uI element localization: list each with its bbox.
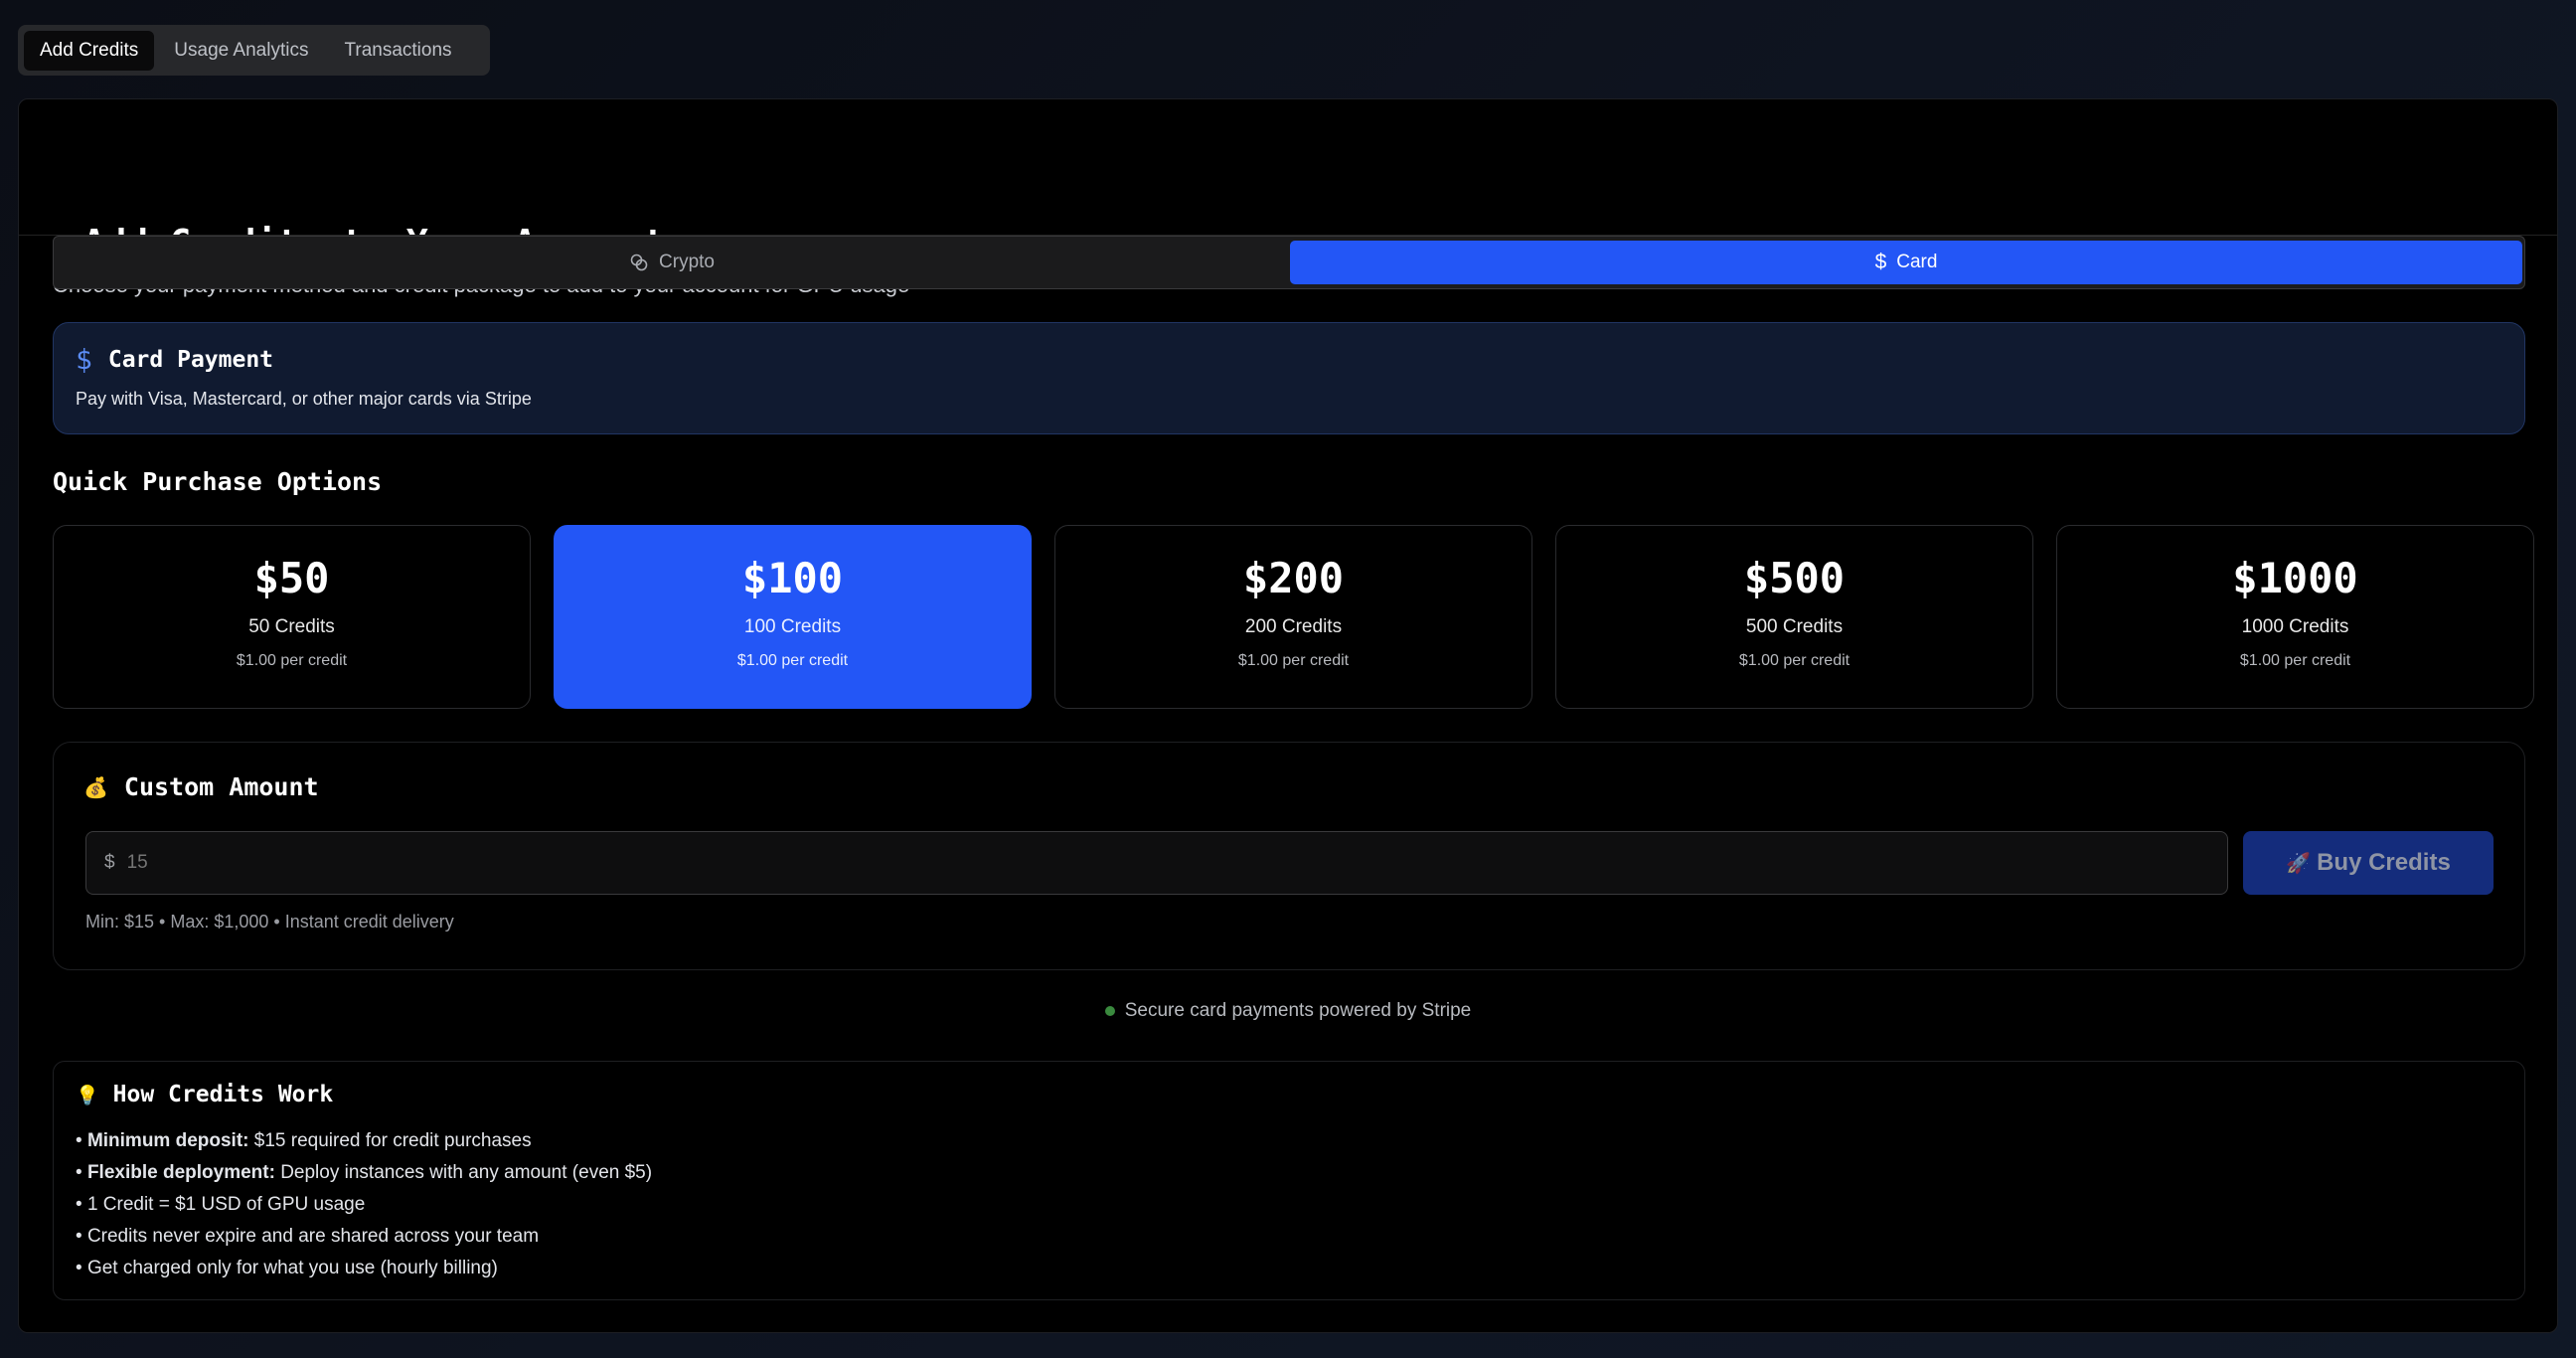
lightbulb-icon: 💡 — [76, 1084, 99, 1106]
custom-amount-field[interactable]: $ — [85, 831, 2228, 895]
divider — [19, 235, 2557, 236]
status-dot-icon — [1104, 1006, 1115, 1016]
currency-prefix: $ — [104, 852, 115, 873]
money-bag-icon: 💰 — [83, 774, 108, 799]
secure-text: Secure card payments powered by Stripe — [1124, 1000, 1472, 1021]
list-item: • 1 Credit = $1 USD of GPU usage — [76, 1194, 366, 1215]
package-credits: 50 Credits — [248, 616, 335, 637]
package-rate: $1.00 per credit — [236, 652, 348, 669]
package-credits: 100 Credits — [743, 616, 842, 637]
custom-amount-note: Min: $15 • Max: $1,000 • Instant credit … — [85, 912, 454, 932]
list-item-text: Get charged only for what you use (hourl… — [86, 1258, 498, 1278]
package-1000[interactable]: $1000 1000 Credits $1.00 per credit — [2056, 525, 2534, 709]
list-item-text: Credits never expire and are shared acro… — [86, 1226, 540, 1247]
package-rate: $1.00 per credit — [1738, 652, 1851, 669]
package-200[interactable]: $200 200 Credits $1.00 per credit — [1054, 525, 1532, 709]
dollar-icon: $ — [1874, 251, 1887, 273]
package-rate: $1.00 per credit — [736, 652, 849, 669]
tab-usage-analytics[interactable]: Usage Analytics — [174, 39, 309, 61]
list-item-bold: Minimum deposit: — [86, 1130, 249, 1151]
list-item-text: Deploy instances with any amount (even $… — [274, 1162, 653, 1183]
how-title: How Credits Work — [112, 1082, 334, 1107]
custom-amount-title: Custom Amount — [123, 772, 319, 801]
package-500[interactable]: $500 500 Credits $1.00 per credit — [1555, 525, 2033, 709]
card-option[interactable]: $ Card — [1290, 241, 2522, 284]
list-item-text: $15 required for credit purchases — [248, 1130, 532, 1151]
crypto-label: Crypto — [659, 252, 715, 272]
package-rate: $1.00 per credit — [1237, 652, 1350, 669]
list-item: • Credits never expire and are shared ac… — [76, 1226, 540, 1247]
custom-amount-input[interactable] — [126, 852, 724, 874]
tab-bar: Add Credits Usage Analytics Transactions — [18, 25, 490, 76]
list-item-text: 1 Credit = $1 USD of GPU usage — [86, 1194, 366, 1215]
custom-amount-section: 💰 Custom Amount $ 🚀Buy Credits Min: $15 •… — [53, 742, 2525, 970]
rocket-icon: 🚀 — [2286, 852, 2312, 875]
dollar-icon: $ — [76, 343, 92, 376]
package-amount: $200 — [1242, 554, 1345, 602]
package-50[interactable]: $50 50 Credits $1.00 per credit — [53, 525, 531, 709]
payment-method-toggle: Crypto $ Card — [53, 236, 2525, 289]
card-payment-info: $ Card Payment Pay with Visa, Mastercard,… — [53, 322, 2525, 434]
list-item: • Minimum deposit: $15 required for cred… — [76, 1130, 532, 1151]
card-payment-title: Card Payment — [107, 346, 274, 373]
how-credits-work: 💡 How Credits Work • Minimum deposit: $15… — [53, 1061, 2525, 1300]
list-item-bold: Flexible deployment: — [86, 1162, 275, 1183]
secure-payment-notice: Secure card payments powered by Stripe — [19, 1000, 2557, 1022]
package-amount: $100 — [741, 554, 844, 602]
package-credits: 1000 Credits — [2241, 616, 2349, 637]
package-amount: $1000 — [2232, 554, 2358, 602]
buy-credits-button[interactable]: 🚀 Buy Credits — [2243, 831, 2494, 895]
tab-transactions[interactable]: Transactions — [344, 39, 452, 61]
tab-add-credits[interactable]: Add Credits — [24, 30, 155, 71]
how-list: • Minimum deposit: $15 required for cred… — [76, 1125, 652, 1284]
package-credits: 200 Credits — [1244, 616, 1343, 637]
add-credits-panel: ⚡ Add Credits to Your Account Choose you… — [18, 98, 2558, 1333]
crypto-option[interactable]: Crypto — [58, 241, 1286, 284]
card-label: Card — [1896, 252, 1938, 272]
package-credits: 500 Credits — [1745, 616, 1844, 637]
package-100[interactable]: $100 100 Credits $1.00 per credit — [554, 525, 1032, 709]
quick-purchase-title: Quick Purchase Options — [53, 467, 383, 496]
list-item: • Get charged only for what you use (hou… — [76, 1258, 498, 1278]
package-list: $50 50 Credits $1.00 per credit $100 100 Cr… — [53, 525, 2534, 709]
list-item: • Flexible deployment: Deploy instances … — [76, 1162, 653, 1183]
buy-credits-label: Buy Credits — [2317, 849, 2451, 876]
package-amount: $50 — [253, 554, 330, 602]
coins-icon — [630, 254, 648, 271]
package-amount: $500 — [1743, 554, 1846, 602]
card-payment-description: Pay with Visa, Mastercard, or other majo… — [76, 389, 532, 409]
package-rate: $1.00 per credit — [2239, 652, 2351, 669]
